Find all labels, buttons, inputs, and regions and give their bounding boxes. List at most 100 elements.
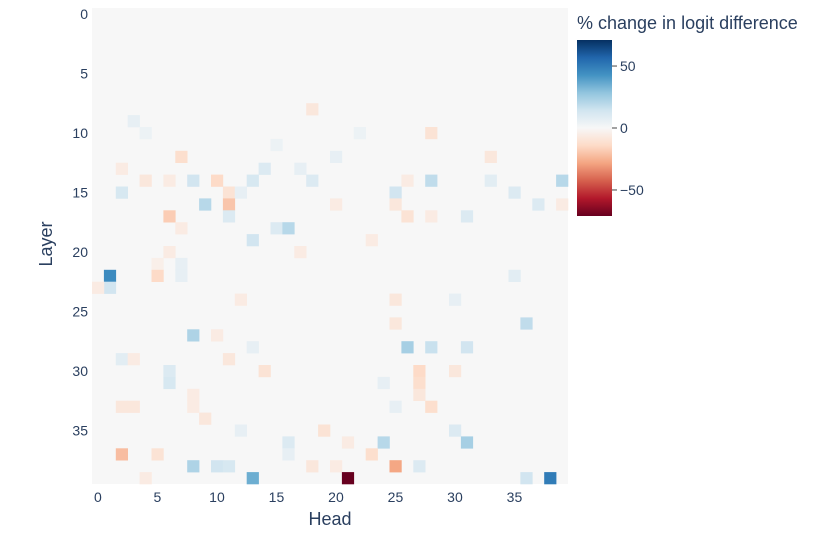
heatmap-cell [425, 174, 438, 187]
heatmap-cell [365, 234, 378, 247]
heatmap-cell [413, 460, 426, 473]
heatmap-cell [187, 388, 200, 401]
heatmap-cell [365, 448, 378, 461]
heatmap-cell [389, 460, 402, 473]
heatmap-cell [413, 388, 426, 401]
heatmap-cell [151, 257, 164, 271]
heatmap-cell [389, 400, 402, 413]
heatmap-cell [520, 317, 533, 330]
heatmap-cell [211, 460, 224, 473]
heatmap-cell [389, 293, 402, 306]
heatmap-cell [163, 365, 176, 378]
heatmap-cell [163, 174, 176, 187]
heatmap-cell [211, 174, 224, 187]
heatmap-cell [187, 329, 200, 342]
heatmap-cell [294, 246, 307, 259]
heatmap-cell [330, 198, 343, 211]
y-tick-label: 30 [72, 363, 88, 379]
heatmap-cell [175, 222, 188, 235]
heatmap-cell [341, 436, 355, 449]
x-tick-label: 25 [388, 489, 404, 505]
heatmap-cell [330, 460, 343, 473]
heatmap-cell [413, 365, 426, 378]
y-tick-label: 10 [72, 125, 88, 141]
heatmap-cell [484, 150, 497, 163]
colorbar-gradient [577, 40, 612, 216]
heatmap-cell [508, 186, 521, 199]
heatmap-cell [306, 174, 319, 187]
heatmap-cell [246, 472, 259, 485]
colorbar-tick-label: 50 [620, 58, 636, 74]
heatmap-cell [139, 472, 152, 485]
plot-area [92, 8, 569, 485]
heatmap-cell [211, 329, 224, 342]
heatmap-cell [139, 127, 152, 140]
heatmap-cell [556, 174, 569, 187]
heatmap-cell [151, 269, 164, 282]
heatmap-cell [92, 281, 105, 294]
heatmap-cell [258, 365, 271, 378]
heatmap-cell [163, 246, 176, 259]
heatmap-cell [449, 365, 462, 378]
colorbar-tick-label: −50 [620, 182, 644, 198]
heatmap-cell [389, 317, 402, 330]
heatmap-cell [222, 186, 236, 199]
heatmap-cell [151, 448, 164, 461]
colorbar-tick-label: 0 [620, 120, 628, 136]
heatmap-cell [163, 210, 176, 223]
heatmap-cell [282, 222, 295, 235]
heatmap-cell [425, 127, 438, 140]
heatmap-cell [246, 341, 259, 354]
heatmap-cell [306, 103, 319, 116]
heatmap-cell [508, 269, 521, 282]
heatmap-cell [163, 376, 176, 390]
heatmap-cell [282, 436, 295, 449]
heatmap-cell [222, 198, 236, 211]
x-tick-label: 30 [447, 489, 463, 505]
heatmap-cell [187, 174, 200, 187]
heatmap-cell [389, 186, 402, 199]
heatmap-cell [556, 198, 569, 211]
heatmap-cell [341, 472, 355, 485]
heatmap-cell [377, 436, 390, 449]
heatmap-cell [222, 210, 236, 223]
heatmap-cell [270, 138, 283, 152]
heatmap-cell [282, 448, 295, 461]
x-tick-label: 35 [507, 489, 523, 505]
heatmap-cell [127, 115, 140, 128]
y-tick-label: 25 [72, 303, 88, 319]
heatmap-cell [103, 281, 117, 294]
heatmap-cell [175, 257, 188, 271]
y-axis: 0 5 10 15 20 25 30 35 [72, 6, 88, 439]
heatmap-cell [187, 460, 200, 473]
heatmap-cell [246, 234, 259, 247]
heatmap-cell [389, 198, 402, 211]
heatmap-cell [234, 424, 247, 437]
y-tick-label: 0 [80, 6, 88, 22]
heatmap-cell [270, 222, 283, 235]
heatmap-cell [330, 150, 343, 163]
heatmap-cell [532, 198, 545, 211]
heatmap-cell [401, 210, 414, 223]
heatmap-cell [222, 353, 236, 366]
heatmap-cell [449, 293, 462, 306]
heatmap-cell [306, 460, 319, 473]
x-tick-label: 5 [154, 489, 162, 505]
heatmap-cell [115, 448, 128, 461]
heatmap-cell [199, 412, 212, 425]
heatmap-cell [115, 400, 128, 413]
heatmap-cell [199, 198, 212, 211]
y-tick-label: 35 [72, 422, 88, 438]
heatmap-cell [318, 424, 331, 437]
y-tick-label: 5 [80, 65, 88, 81]
heatmap-cell [103, 269, 117, 282]
heatmap-cell [401, 174, 414, 187]
heatmap-cell [258, 162, 271, 175]
heatmap-cell [425, 400, 438, 413]
heatmap-cell [460, 210, 474, 223]
heatmap-cell [460, 341, 474, 354]
heatmap-cell [377, 376, 390, 390]
heatmap-cell [353, 127, 366, 140]
x-axis: 0 5 10 15 20 25 30 35 [94, 489, 522, 505]
